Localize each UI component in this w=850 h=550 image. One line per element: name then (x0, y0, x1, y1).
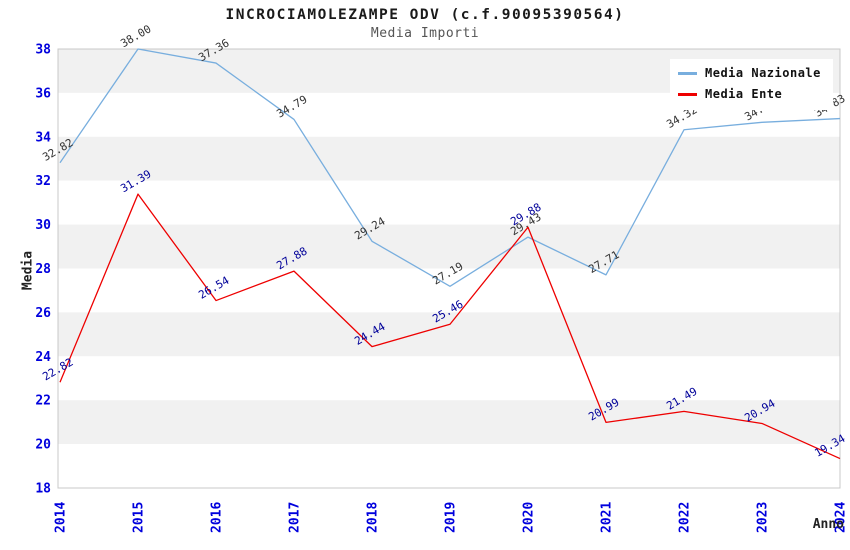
legend-item-media-nazionale: Media Nazionale (678, 66, 821, 80)
x-tick-label: 2015 (132, 502, 147, 533)
x-tick-label: 2018 (366, 502, 381, 533)
y-tick-label: 34 (35, 130, 51, 145)
y-tick-label: 32 (35, 174, 51, 189)
chart-subtitle: Media Importi (370, 26, 480, 41)
x-tick-label: 2014 (54, 502, 69, 533)
x-tick-label: 2017 (288, 502, 303, 533)
y-tick-label: 18 (35, 482, 51, 497)
y-tick-label: 30 (35, 218, 51, 233)
x-tick-label: 2021 (600, 502, 615, 533)
plot-band (58, 268, 840, 313)
plot-band (58, 444, 840, 488)
y-tick-label: 36 (35, 86, 51, 101)
x-tick-label: 2022 (678, 502, 693, 533)
y-tick-label: 28 (35, 262, 51, 277)
chart-legend: Media Nazionale Media Ente (670, 59, 833, 110)
y-tick-label: 20 (35, 438, 51, 453)
y-tick-label: 22 (35, 394, 51, 409)
x-tick-label: 2019 (444, 502, 459, 533)
x-tick-label: 2023 (756, 502, 771, 533)
y-tick-label: 26 (35, 306, 51, 321)
legend-label: Media Nazionale (705, 66, 821, 80)
y-tick-label: 24 (35, 350, 51, 365)
x-tick-label: 2024 (834, 502, 849, 533)
plot-band (58, 136, 840, 181)
plot-band (58, 180, 840, 225)
plot-band (58, 224, 840, 269)
x-tick-label: 2020 (522, 502, 537, 533)
y-axis-title: Media (20, 250, 36, 291)
series-line-media-nazionale (59, 48, 841, 287)
x-tick-label: 2016 (210, 502, 225, 533)
legend-swatch-media-nazionale-icon (678, 71, 697, 75)
plot-band (58, 312, 840, 357)
data-label-media-nazionale: 38.00 (118, 22, 153, 50)
legend-item-media-ente: Media Ente (678, 87, 821, 101)
legend-swatch-media-ente-icon (678, 92, 697, 96)
x-axis-title: Anno (812, 517, 844, 532)
plot-band (58, 356, 840, 401)
chart-title: INCROCIAMOLEZAMPE ODV (c.f.90095390564) (225, 7, 625, 23)
series-line-media-ente (59, 193, 841, 460)
legend-label: Media Ente (705, 87, 783, 101)
plot-band (58, 400, 840, 445)
plot-border (57, 48, 841, 489)
y-tick-label: 38 (35, 43, 51, 58)
